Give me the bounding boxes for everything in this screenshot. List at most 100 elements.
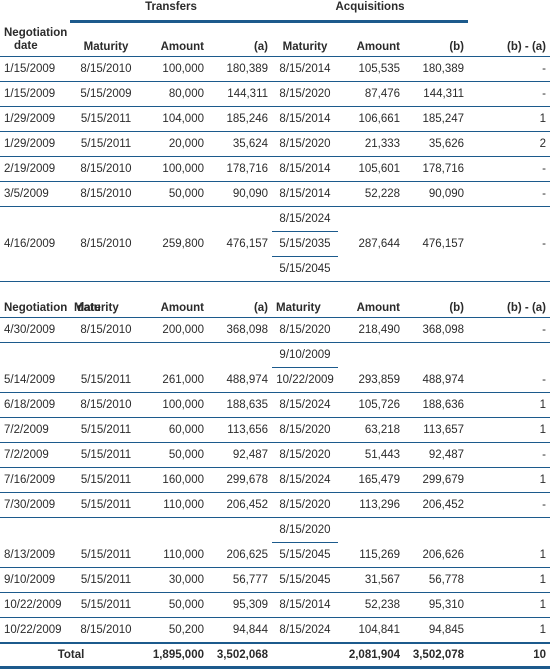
b-value-cell: 368,098 xyxy=(404,317,469,343)
transfer-amount-cell: 160,000 xyxy=(142,467,208,493)
a-value-cell: 476,157 xyxy=(226,238,269,250)
total-b: 3,502,078 xyxy=(404,642,469,669)
table-row: 1/29/2009 5/15/2011 20,000 35,624 8/15/2020 2… xyxy=(0,131,550,157)
a-value-cell: 56,777 xyxy=(208,567,273,593)
table-row: 5/15/2045 xyxy=(0,256,550,282)
transfer-maturity-cell: 5/15/2011 xyxy=(70,417,142,443)
total-a: 3,502,068 xyxy=(208,642,273,669)
acquisition-amount-cell: 51,443 xyxy=(338,442,405,468)
negotiation-header-line1: Negotiation xyxy=(4,27,68,39)
negotiation-date-cell: 1/15/2009 xyxy=(0,56,70,82)
transfer-maturity-cell: 5/15/2011 xyxy=(70,567,142,593)
difference-cell: - xyxy=(542,238,547,250)
difference-cell: - xyxy=(468,492,550,518)
acquisition-maturity-cell: 5/15/2045 xyxy=(272,256,339,282)
a-value-cell: 488,974 xyxy=(208,367,273,393)
acquisition-amount-cell: 105,726 xyxy=(338,392,405,418)
difference-cell: - xyxy=(468,81,550,107)
transfer-maturity-cell: 5/15/2011 xyxy=(70,542,142,568)
difference-cell: 1 xyxy=(468,106,550,132)
b-value-cell: 206,452 xyxy=(404,492,469,518)
acquisition-amount-cell: 31,567 xyxy=(338,567,405,593)
acquisition-maturity-cell: 5/15/2035 xyxy=(272,231,339,257)
negotiation-date-cell: 4/30/2009 xyxy=(0,317,70,343)
negotiation-date-cell: 2/19/2009 xyxy=(0,156,70,182)
acquisition-maturity-cell: 9/10/2009 xyxy=(272,342,339,368)
empty-cell xyxy=(208,343,272,368)
acquisition-maturity-cell: 8/15/2014 xyxy=(272,592,339,618)
acquisition-maturity-cell: 5/15/2045 xyxy=(272,567,339,593)
empty-cell xyxy=(0,518,70,543)
a-value-cell: 144,311 xyxy=(208,81,273,107)
acquisition-amount-header: Amount xyxy=(338,21,405,57)
transfer-amount-cell: 50,000 xyxy=(142,592,208,618)
empty-cell xyxy=(338,518,404,543)
difference-cell: - xyxy=(468,181,550,207)
transfer-amount-cell: 104,000 xyxy=(142,106,208,132)
transfer-maturity-cell: 8/15/2010 xyxy=(80,238,132,250)
transfer-amount-cell: 30,000 xyxy=(142,567,208,593)
acquisitions-group-header: Acquisitions xyxy=(272,0,469,23)
a-value-cell: 185,246 xyxy=(208,106,273,132)
acquisition-amount-header: Amount xyxy=(338,281,405,318)
acquisition-amount-cell: 21,333 xyxy=(338,131,405,157)
negotiation-date-header: Negotiation date xyxy=(0,281,101,318)
acquisition-maturity-cell: 8/15/2014 xyxy=(272,181,339,207)
b-value-cell: 90,090 xyxy=(404,181,469,207)
negotiation-date-cell: 7/2/2009 xyxy=(0,442,70,468)
negotiation-date-cell: 4/16/2009 xyxy=(4,238,56,250)
table-row: 3/5/2009 8/15/2010 50,000 90,090 8/15/2014 52… xyxy=(0,181,550,207)
a-value-cell: 90,090 xyxy=(208,181,273,207)
acquisition-amount-cell: 106,661 xyxy=(338,106,405,132)
empty-cell xyxy=(142,343,208,368)
b-header: (b) xyxy=(404,21,469,57)
negotiation-date-cell: 9/10/2009 xyxy=(0,567,70,593)
b-value-cell: 185,247 xyxy=(404,106,469,132)
difference-cell: 1 xyxy=(468,417,550,443)
a-value-cell: 35,624 xyxy=(208,131,273,157)
empty-cell xyxy=(338,256,405,282)
difference-cell: 1 xyxy=(468,542,550,568)
empty-cell xyxy=(404,256,469,282)
table-row: 10/22/2009 5/15/2011 50,000 95,309 8/15/2014… xyxy=(0,592,550,618)
transfer-amount-cell: 110,000 xyxy=(142,542,208,568)
column-header-row: Negotiation date Maturity Amount (a) Maturity… xyxy=(0,281,550,318)
table-row: 5/14/2009 5/15/2011 261,000 488,974 10/22/20… xyxy=(0,367,550,393)
transfer-amount-cell: 261,000 xyxy=(142,367,208,393)
b-value-cell: 488,974 xyxy=(404,367,469,393)
acquisition-maturity-cell: 8/15/2024 xyxy=(272,392,339,418)
transfer-amount-header: Amount xyxy=(142,21,208,57)
table-row: 9/10/2009 xyxy=(0,342,550,368)
acquisition-maturity-cell: 8/15/2020 xyxy=(272,131,339,157)
transfer-maturity-cell: 5/15/2011 xyxy=(70,442,142,468)
transfer-maturity-header: Maturity xyxy=(70,21,142,57)
table-row: 8/13/2009 5/15/2011 110,000 206,625 5/15/204… xyxy=(0,542,550,568)
a-value-cell: 180,389 xyxy=(208,56,273,82)
transfer-maturity-cell: 8/15/2010 xyxy=(70,392,142,418)
negotiation-date-cell: 1/29/2009 xyxy=(0,131,70,157)
transfer-amount-cell: 100,000 xyxy=(142,56,208,82)
empty-cell xyxy=(468,343,550,368)
a-value-cell: 368,098 xyxy=(208,317,273,343)
acquisition-maturity-cell: 8/15/2020 xyxy=(272,81,339,107)
negotiation-date-cell: 1/29/2009 xyxy=(0,106,70,132)
transfer-maturity-cell: 8/15/2010 xyxy=(70,156,142,182)
a-value-cell: 94,844 xyxy=(208,617,273,644)
negotiation-header-line2: date xyxy=(14,40,38,52)
b-value-cell: 188,636 xyxy=(404,392,469,418)
difference-cell: - xyxy=(468,367,550,393)
table-row: 1/15/2009 8/15/2010 100,000 180,389 8/15/201… xyxy=(0,56,550,82)
difference-cell: - xyxy=(468,317,550,343)
difference-cell: 1 xyxy=(468,617,550,644)
negotiation-date-cell: 7/30/2009 xyxy=(0,492,70,518)
acquisition-amount-cell: 104,841 xyxy=(338,617,405,644)
acquisition-maturity-cell: 8/15/2020 xyxy=(272,317,339,343)
transfer-amount-cell: 100,000 xyxy=(142,392,208,418)
negotiation-date-cell: 10/22/2009 xyxy=(0,592,70,618)
a-value-cell: 95,309 xyxy=(208,592,273,618)
negotiation-date-cell: 7/2/2009 xyxy=(0,417,70,443)
total-transfer-amount: 1,895,000 xyxy=(142,642,208,669)
acquisition-maturity-cell: 8/15/2020 xyxy=(272,442,339,468)
transfer-amount-cell: 20,000 xyxy=(142,131,208,157)
